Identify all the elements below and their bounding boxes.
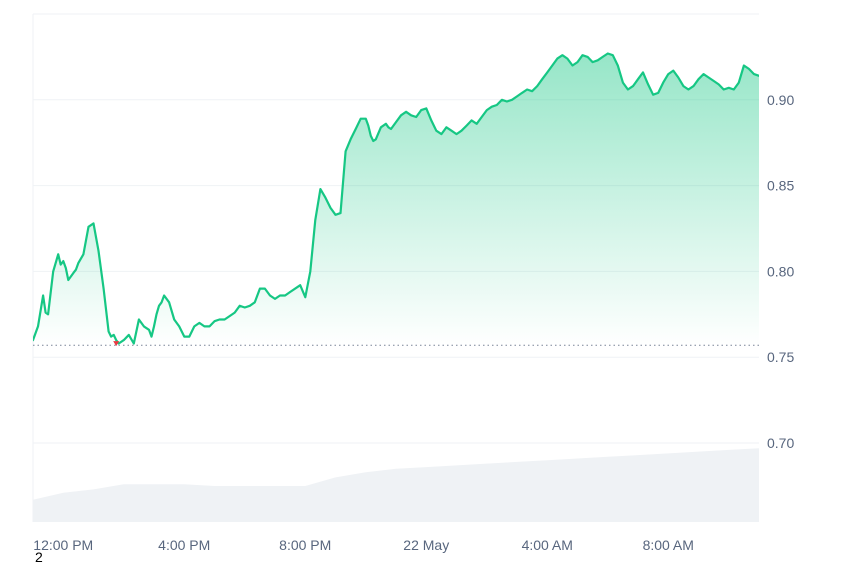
price-area bbox=[33, 53, 759, 346]
price-line-group bbox=[33, 52, 759, 345]
x-tick-label-22-May: 22 May bbox=[403, 537, 449, 553]
x-tick-label-4-00-PM: 4:00 PM bbox=[158, 537, 210, 553]
y-tick-label-0.75: 0.75 bbox=[767, 349, 794, 365]
y-tick-label-0.80: 0.80 bbox=[767, 263, 794, 279]
price-area-fill bbox=[33, 53, 759, 346]
x-axis: 12:00 PM 4:00 PM 8:00 PM 22 May 4:00 AM 8:00 … bbox=[33, 537, 694, 553]
markers bbox=[113, 341, 120, 347]
footnote: 2 bbox=[35, 549, 43, 565]
price-line bbox=[33, 52, 759, 345]
y-axis: 0.70 0.75 0.80 0.85 0.90 bbox=[767, 92, 794, 451]
y-tick-label-0.90: 0.90 bbox=[767, 92, 794, 108]
y-tick-label-0.70: 0.70 bbox=[767, 435, 794, 451]
y-tick-label-0.85: 0.85 bbox=[767, 178, 794, 194]
low-point-marker bbox=[113, 341, 120, 347]
x-tick-label-8-00-PM: 8:00 PM bbox=[279, 537, 331, 553]
x-tick-label-12-00-PM: 12:00 PM bbox=[33, 537, 93, 553]
x-tick-label-4-00-AM: 4:00 AM bbox=[522, 537, 573, 553]
x-tick-label-8-00-AM: 8:00 AM bbox=[643, 537, 694, 553]
volume-fill bbox=[33, 448, 759, 522]
volume-area bbox=[33, 448, 759, 522]
